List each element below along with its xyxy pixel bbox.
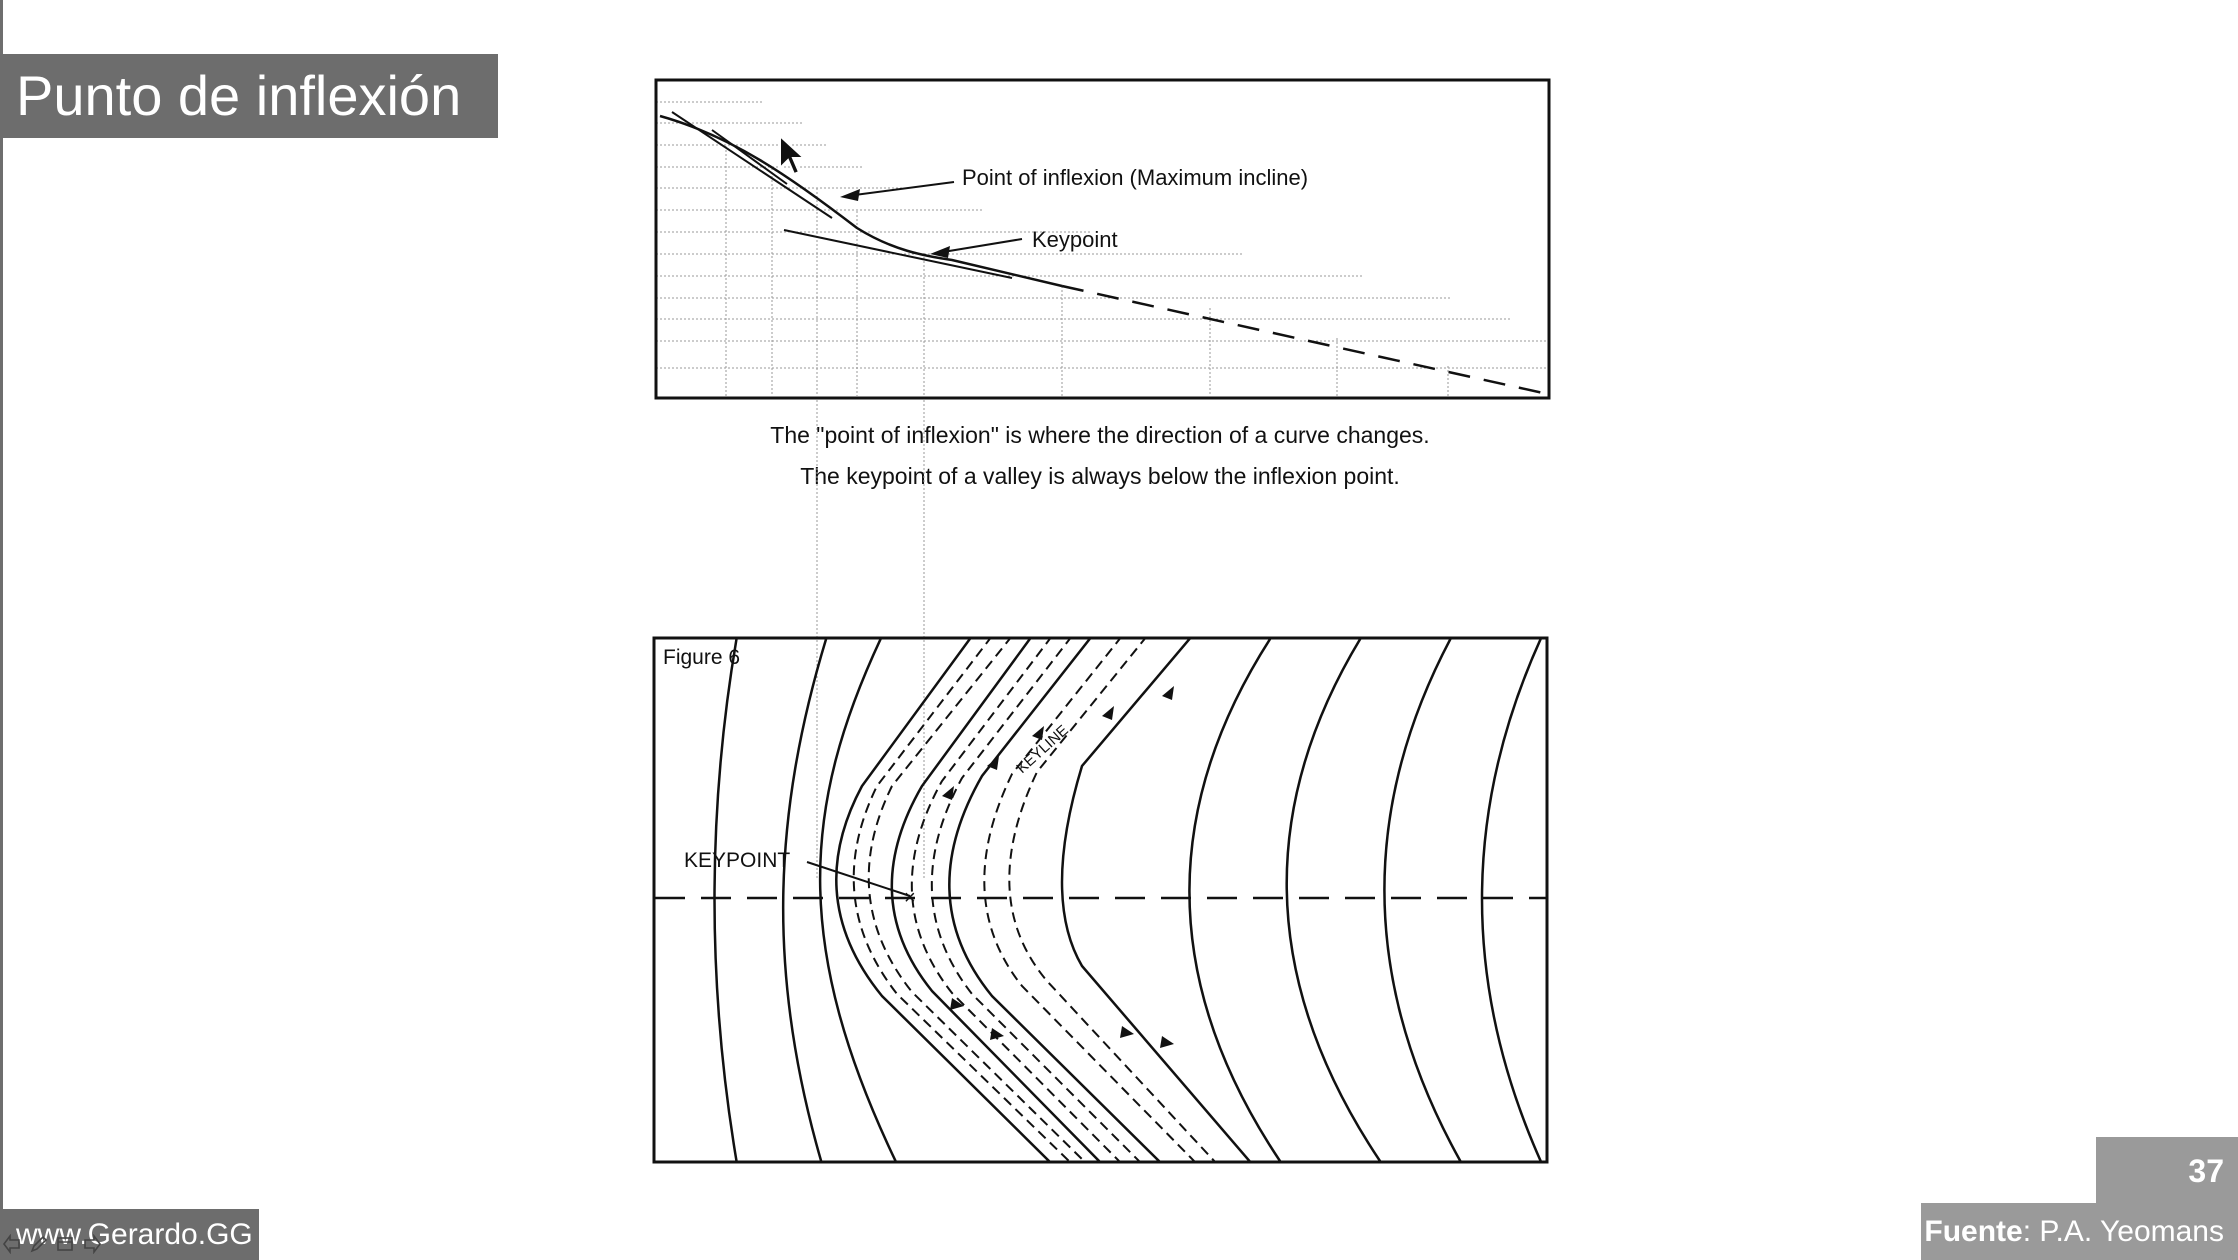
keyline-dashed-3 <box>910 639 1121 1161</box>
presentation-controls <box>2 1233 102 1255</box>
inflexion-tangent <box>671 111 833 219</box>
profile-curve <box>659 114 1063 288</box>
contour-line-10 <box>1383 639 1462 1161</box>
tangent-short <box>711 129 788 185</box>
arrow-right-icon[interactable] <box>80 1233 102 1255</box>
slide-title: Punto de inflexión <box>0 54 498 138</box>
arrow-left-icon[interactable] <box>2 1233 24 1255</box>
profile-grid <box>656 101 1552 396</box>
contour-line-2 <box>781 639 828 1161</box>
contour-line-9 <box>1285 639 1382 1161</box>
inflexion-arrow-head <box>840 189 860 201</box>
keypoint-marker: × <box>904 887 916 909</box>
flow-arrows <box>942 686 1174 1048</box>
page-number-badge: 37 <box>2096 1137 2238 1203</box>
source-value: : P.A. Yeomans <box>2022 1215 2224 1248</box>
slide-left-edge <box>0 0 3 1260</box>
keypoint-arrow <box>936 238 1023 254</box>
source-credit: Fuente: P.A. Yeomans <box>1921 1203 2238 1260</box>
slope-profile-figure: Point of inflexion (Maximum incline) Key… <box>654 78 1553 400</box>
keyline-dashed-2 <box>867 639 1086 1161</box>
caption-line-1: The "point of inflexion" is where the di… <box>770 422 1430 448</box>
pen-icon[interactable] <box>28 1233 50 1255</box>
contour-plan-figure: × Figure 6 KEYPOINT KEYLINE <box>652 636 1549 1164</box>
contour-line-5 <box>890 639 1101 1161</box>
profile-extension-dashed <box>1061 284 1553 397</box>
source-label: Fuente <box>1924 1215 2023 1248</box>
profile-frame <box>654 78 1551 400</box>
keypoint-plan-label: KEYPOINT <box>684 849 790 872</box>
mouse-cursor-icon <box>779 134 807 176</box>
plan-frame <box>652 636 1549 1164</box>
contour-line-6 <box>948 639 1161 1161</box>
contour-line-1 <box>713 639 738 1161</box>
keypoint-pointer <box>806 861 911 897</box>
keypoint-label: Keypoint <box>1032 227 1118 252</box>
contour-line-8 <box>1188 639 1282 1161</box>
slides-icon[interactable] <box>54 1233 76 1255</box>
caption-line-2: The keypoint of a valley is always below… <box>800 463 1400 489</box>
contour-line-7 <box>1060 639 1252 1161</box>
keypoint-arrow-head <box>930 246 950 258</box>
figure-label: Figure 6 <box>663 646 740 669</box>
inflexion-arrow <box>846 181 955 197</box>
keyline-dashed-1 <box>852 639 1071 1161</box>
website-footer: www.Gerardo.GG <box>0 1209 259 1260</box>
contour-line-3 <box>818 639 897 1161</box>
contour-line-4 <box>835 639 1051 1161</box>
keyline-dashed-5 <box>983 639 1196 1161</box>
inflexion-label: Point of inflexion (Maximum incline) <box>962 165 1308 190</box>
keypoint-tangent <box>783 229 1013 279</box>
keyline-dashed-6 <box>1008 639 1216 1161</box>
contour-line-11 <box>1480 639 1543 1161</box>
